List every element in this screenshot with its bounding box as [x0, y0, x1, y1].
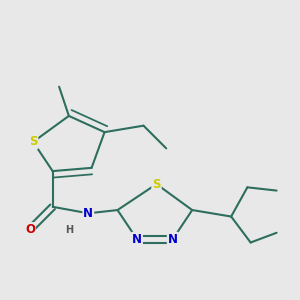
Text: N: N: [132, 233, 142, 246]
Text: S: S: [29, 135, 38, 148]
Text: N: N: [168, 233, 178, 246]
Text: O: O: [25, 223, 35, 236]
Text: N: N: [83, 207, 93, 220]
Text: S: S: [152, 178, 161, 190]
Text: H: H: [65, 224, 73, 235]
